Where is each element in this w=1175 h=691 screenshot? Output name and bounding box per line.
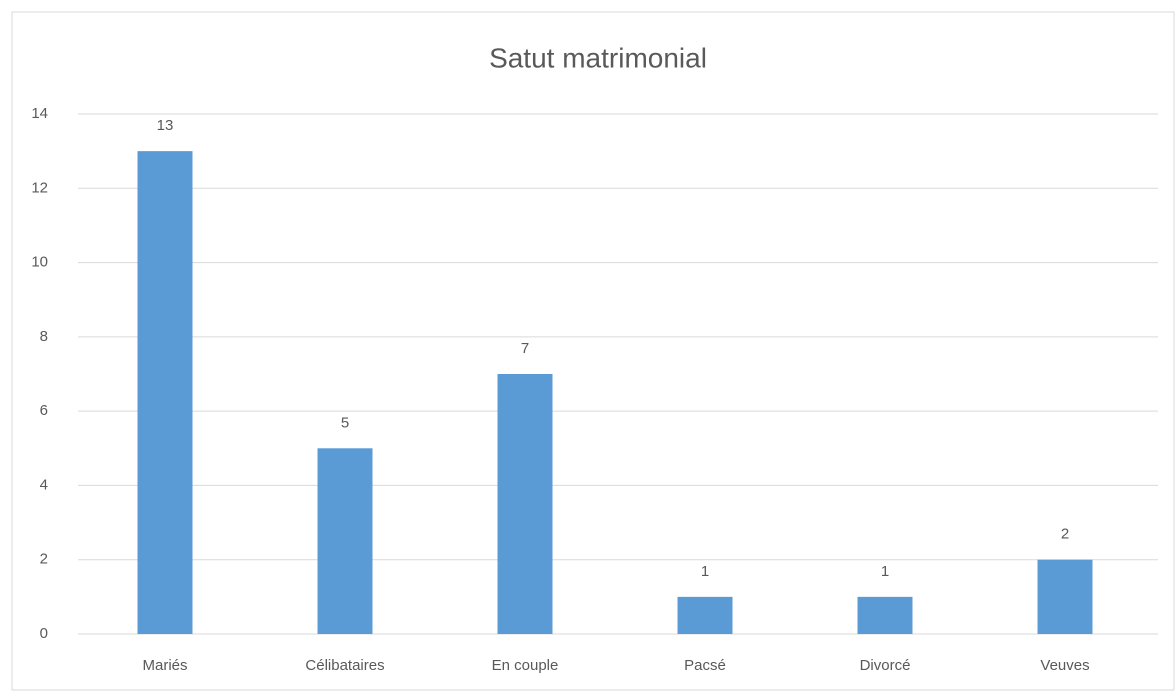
bar — [1037, 559, 1093, 634]
x-tick-label: Divorcé — [860, 657, 911, 674]
data-label: 2 — [1061, 526, 1069, 543]
data-label: 13 — [157, 117, 174, 134]
data-label: 1 — [701, 563, 709, 580]
x-tick-label: Célibataires — [305, 657, 384, 674]
y-tick-label: 12 — [31, 179, 48, 196]
data-label: 7 — [521, 340, 529, 357]
y-tick-label: 2 — [40, 551, 48, 568]
bar — [137, 151, 193, 634]
x-tick-label: Mariés — [142, 657, 187, 674]
x-tick-label: Pacsé — [684, 657, 726, 674]
x-tick-label: En couple — [492, 657, 559, 674]
data-label: 5 — [341, 414, 349, 431]
bar — [857, 596, 913, 634]
y-tick-label: 0 — [40, 625, 48, 642]
bar — [497, 374, 553, 634]
x-tick-label: Veuves — [1040, 657, 1089, 674]
y-tick-label: 8 — [40, 328, 48, 345]
chart-frame — [11, 11, 1175, 691]
y-tick-label: 4 — [40, 476, 48, 493]
bar — [317, 448, 373, 634]
y-tick-label: 6 — [40, 402, 48, 419]
data-label: 1 — [881, 563, 889, 580]
chart-title: Satut matrimonial — [489, 42, 707, 73]
y-tick-label: 10 — [31, 254, 48, 271]
y-tick-label: 14 — [31, 105, 48, 122]
bar — [677, 596, 733, 634]
